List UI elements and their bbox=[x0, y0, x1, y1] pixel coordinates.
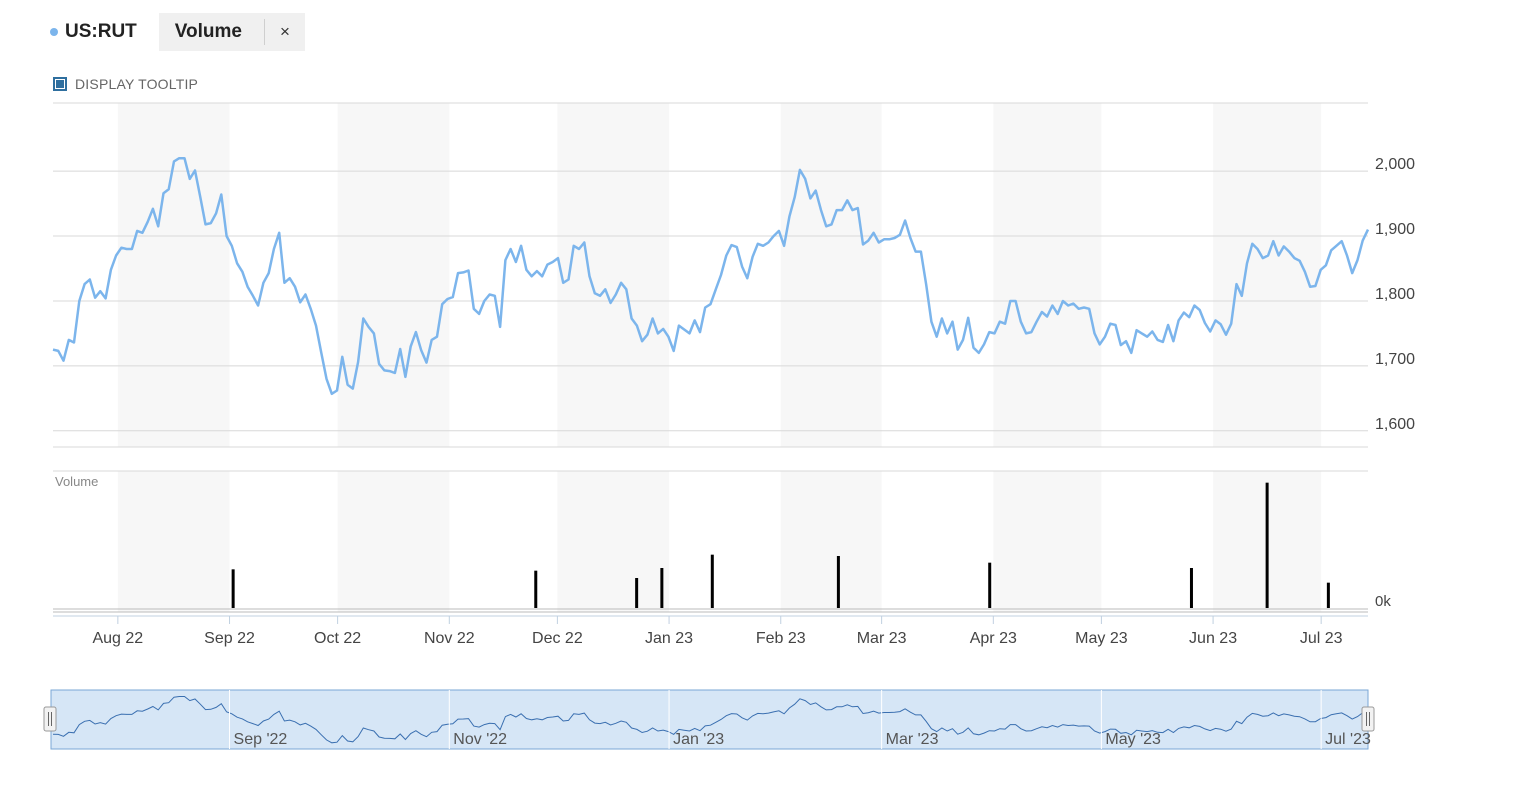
volume-bar bbox=[1326, 582, 1330, 608]
close-icon[interactable]: × bbox=[280, 22, 290, 41]
x-tick-label: Aug 22 bbox=[92, 630, 143, 647]
volume-pane-label: Volume bbox=[55, 474, 98, 489]
price-band bbox=[117, 103, 230, 447]
x-tick-label: Apr 23 bbox=[970, 630, 1017, 647]
indicator-chip[interactable]: Volume × bbox=[158, 13, 305, 51]
navigator-handle-left[interactable] bbox=[43, 706, 57, 732]
navigator-window bbox=[50, 689, 1369, 750]
tooltip-checkbox[interactable] bbox=[53, 77, 67, 91]
volume-bar bbox=[635, 578, 639, 608]
x-tick-label: Jul 23 bbox=[1300, 630, 1343, 647]
x-tick-label: Jan 23 bbox=[645, 630, 693, 647]
x-tick-label: Nov 22 bbox=[424, 630, 475, 647]
price-band bbox=[993, 103, 1102, 447]
volume-bar bbox=[534, 570, 538, 608]
display-tooltip-toggle[interactable]: DISPLAY TOOLTIP bbox=[53, 76, 198, 92]
x-tick-label: May 23 bbox=[1075, 630, 1128, 647]
price-line bbox=[52, 156, 1370, 396]
volume-y-tick: 0k bbox=[1375, 593, 1391, 610]
x-tick-label: Jun 23 bbox=[1189, 630, 1237, 647]
handle-body bbox=[1361, 706, 1375, 732]
volume-band bbox=[117, 471, 230, 612]
volume-bar bbox=[660, 568, 664, 608]
navigator-handle-right[interactable] bbox=[1361, 706, 1375, 732]
price-band bbox=[1213, 103, 1322, 447]
volume-bar bbox=[836, 556, 840, 608]
volume-bar bbox=[710, 554, 714, 608]
volume-bar bbox=[1189, 568, 1193, 608]
series-chip[interactable]: US:RUT bbox=[50, 21, 137, 43]
x-tick-label: Dec 22 bbox=[532, 630, 583, 647]
navigator-tick-label: Sep '22 bbox=[234, 731, 288, 748]
x-tick-label: Mar 23 bbox=[857, 630, 907, 647]
price-band bbox=[557, 103, 670, 447]
volume-bar bbox=[231, 569, 235, 608]
checkbox-check-icon bbox=[56, 80, 64, 88]
volume-band bbox=[337, 471, 450, 612]
series-dot-icon bbox=[50, 28, 58, 36]
price-band bbox=[337, 103, 450, 447]
price-band bbox=[780, 103, 882, 447]
volume-band bbox=[557, 471, 670, 612]
legend-row: US:RUT Volume × bbox=[50, 13, 305, 51]
volume-bar bbox=[1265, 482, 1269, 608]
volume-band bbox=[780, 471, 882, 612]
navigator-tick-label: Mar '23 bbox=[886, 731, 939, 748]
x-tick-label: Oct 22 bbox=[314, 630, 361, 647]
navigator-tick-label: May '23 bbox=[1105, 731, 1161, 748]
handle-body bbox=[43, 706, 57, 732]
y-tick-label: 1,800 bbox=[1375, 286, 1415, 303]
x-tick-label: Feb 23 bbox=[756, 630, 806, 647]
indicator-label: Volume bbox=[175, 19, 265, 45]
navigator-tick-label: Jan '23 bbox=[673, 731, 724, 748]
tooltip-label: DISPLAY TOOLTIP bbox=[75, 76, 199, 92]
y-tick-label: 1,600 bbox=[1375, 416, 1415, 433]
volume-band bbox=[993, 471, 1102, 612]
x-tick-label: Sep 22 bbox=[204, 630, 255, 647]
navigator-line bbox=[52, 696, 1369, 744]
navigator-tick-label: Jul '23 bbox=[1325, 731, 1371, 748]
navigator-tick-label: Nov '22 bbox=[453, 731, 507, 748]
y-tick-label: 1,900 bbox=[1375, 221, 1415, 238]
y-tick-label: 2,000 bbox=[1375, 156, 1415, 173]
volume-bar bbox=[988, 562, 992, 608]
series-label: US:RUT bbox=[65, 21, 137, 42]
y-tick-label: 1,700 bbox=[1375, 351, 1415, 368]
